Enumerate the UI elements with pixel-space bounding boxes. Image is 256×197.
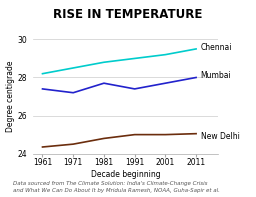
Text: New Delhi: New Delhi <box>201 132 240 141</box>
Y-axis label: Degree centigrade: Degree centigrade <box>5 61 15 132</box>
Text: Chennai: Chennai <box>201 43 232 52</box>
Text: RISE IN TEMPERATURE: RISE IN TEMPERATURE <box>53 8 203 21</box>
Text: Mumbai: Mumbai <box>201 71 231 80</box>
Text: Data sourced from The Climate Solution: India's Climate-Change Crisis
and What W: Data sourced from The Climate Solution: … <box>13 181 220 193</box>
X-axis label: Decade beginning: Decade beginning <box>91 170 160 179</box>
